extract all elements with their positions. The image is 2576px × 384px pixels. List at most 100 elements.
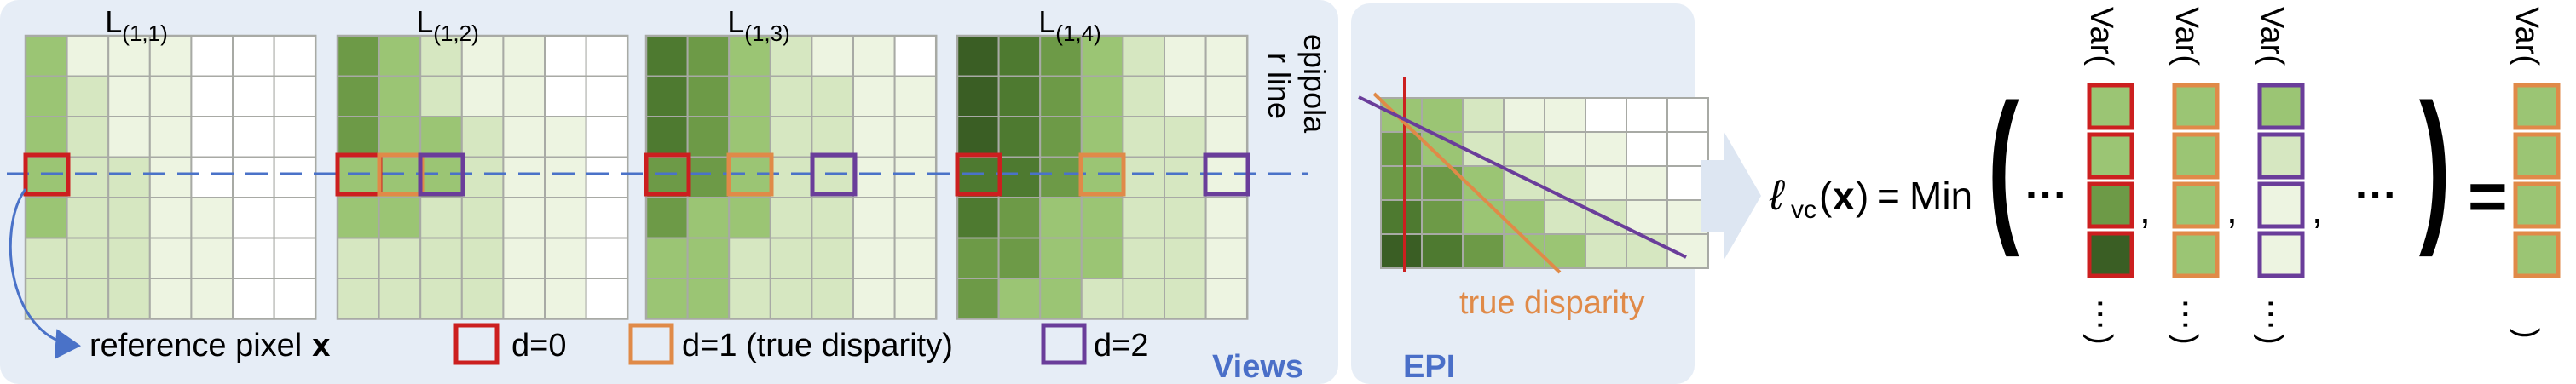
view1-cell <box>190 197 234 239</box>
view3-cell <box>769 116 813 158</box>
view2-cell <box>419 116 463 158</box>
view2-cell <box>544 156 587 198</box>
epi-purple-line <box>1358 95 1687 259</box>
view3-cell <box>893 278 938 320</box>
view3-cell <box>769 75 813 117</box>
view3-cell <box>728 75 771 117</box>
d0-box-view3 <box>644 152 691 197</box>
view2-cell <box>378 156 422 198</box>
view4-cell <box>1039 278 1083 320</box>
view2-cell <box>378 35 422 77</box>
view2-cell <box>419 197 463 239</box>
epi-cell <box>1585 165 1627 201</box>
view1-cell <box>273 116 317 158</box>
var-stack-3-cell <box>2257 83 2305 130</box>
view2-cell <box>337 197 380 239</box>
view4-cell <box>997 75 1042 117</box>
epi-title: EPI <box>1403 349 1455 384</box>
legend-label-d1: d=1 (true disparity) <box>682 328 953 364</box>
view3-cell <box>686 278 731 320</box>
comma-2: , <box>2227 187 2238 232</box>
view4-cell <box>1122 156 1166 198</box>
epi-cell <box>1544 97 1586 133</box>
equals-1: = <box>1877 174 1900 218</box>
reference-label: reference pixel x <box>90 328 330 364</box>
lhs-close: ) <box>1856 174 1868 218</box>
open-paren: ( <box>1988 69 2019 257</box>
view3-cell <box>728 116 771 158</box>
view4-cell <box>1164 237 1207 279</box>
view3-cell <box>769 156 813 198</box>
leading-dots: ··· <box>2025 171 2068 219</box>
view2-cell <box>585 156 629 198</box>
view3-cell <box>811 35 855 77</box>
view2-cell <box>378 75 422 117</box>
view3-cell <box>769 197 813 239</box>
var-stack-4-cell <box>2513 132 2561 180</box>
view2-cell <box>585 75 629 117</box>
view3-cell <box>728 197 771 239</box>
view4-cell <box>1039 237 1083 279</box>
view3-cell <box>686 116 731 158</box>
view4-cell <box>956 35 1000 77</box>
view1-cell <box>25 197 68 239</box>
view3-cell <box>893 156 938 198</box>
view2-cell <box>419 156 463 198</box>
var-stack-3-cell <box>2257 181 2305 229</box>
view1-cell <box>232 116 275 158</box>
view3-cell <box>686 75 731 117</box>
views-title: Views <box>1212 349 1303 384</box>
view2-cell <box>419 35 463 77</box>
view4-cell <box>1039 197 1083 239</box>
view1-cell <box>190 116 234 158</box>
epi-cell <box>1380 233 1423 269</box>
lhs-open: ( <box>1819 174 1833 218</box>
epi-cell <box>1544 131 1586 167</box>
view4-cell <box>1164 35 1207 77</box>
var-open-d1: Var( <box>2169 7 2204 66</box>
view4-cell <box>956 75 1000 117</box>
view3-cell <box>728 35 771 77</box>
epi-cell <box>1421 199 1464 235</box>
view4-cell <box>1039 35 1083 77</box>
view1-cell <box>232 35 275 77</box>
view1-cell <box>232 156 275 198</box>
var-stack-2-cell <box>2172 181 2220 229</box>
epi-cell <box>1380 131 1423 167</box>
view1-cell <box>107 156 151 198</box>
view3-cell <box>728 156 771 198</box>
view-label-3: L(1,3) <box>727 4 790 46</box>
d2-box-view3 <box>810 152 858 197</box>
view3-cell <box>893 116 938 158</box>
view3-cell <box>811 156 855 198</box>
view3-cell <box>852 278 896 320</box>
var-stack-3-cell <box>2257 132 2305 180</box>
view1-cell <box>190 35 234 77</box>
view3-cell <box>728 278 771 320</box>
view2-cell <box>378 278 422 320</box>
epi-cell <box>1421 97 1464 133</box>
view2-cell <box>544 75 587 117</box>
view4-cell <box>997 156 1042 198</box>
view3-cell <box>852 116 896 158</box>
var-stack-2-cell <box>2172 132 2220 180</box>
view4-cell <box>1122 278 1166 320</box>
view4-cell <box>1204 237 1249 279</box>
comma-3: , <box>2312 187 2323 232</box>
view4-cell <box>1204 75 1249 117</box>
true-disparity-label: true disparity <box>1459 285 1645 321</box>
epi-true-disparity-line <box>1372 92 1562 274</box>
view1-cell <box>273 75 317 117</box>
view2-cell <box>585 197 629 239</box>
view2-cell <box>585 278 629 320</box>
view3-cell <box>728 237 771 279</box>
var-stack-4-cell <box>2513 83 2561 130</box>
epi-cell <box>1380 97 1423 133</box>
var-stack-2-cell <box>2172 231 2220 278</box>
view1-cell <box>232 75 275 117</box>
view-label-1: L(1,1) <box>105 4 168 46</box>
view3-cell <box>686 197 731 239</box>
view3-cell <box>686 156 731 198</box>
view3-cell <box>811 116 855 158</box>
var-stack-1-cell <box>2087 132 2134 180</box>
